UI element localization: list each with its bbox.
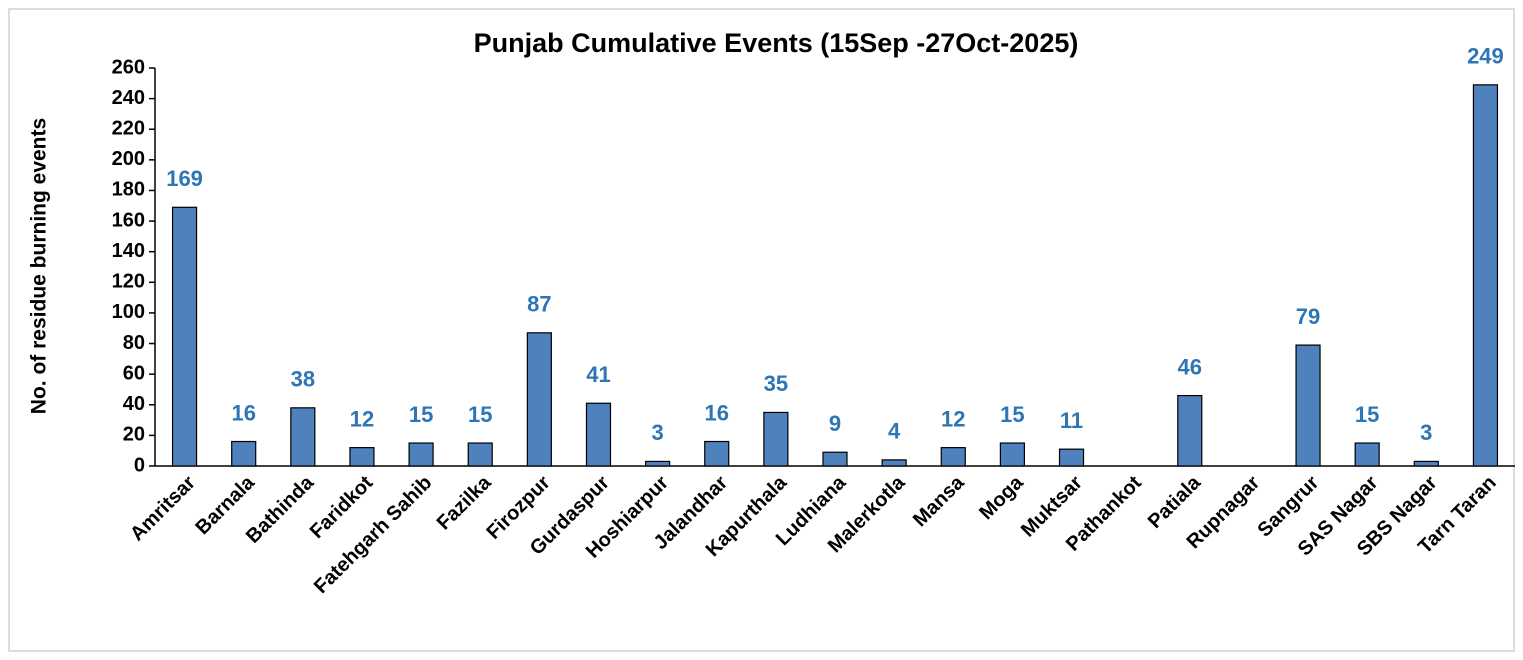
data-label: 3 bbox=[651, 420, 663, 445]
data-label: 15 bbox=[1000, 402, 1024, 427]
y-tick-label: 60 bbox=[123, 362, 145, 384]
bar bbox=[1295, 344, 1321, 467]
data-label: 16 bbox=[704, 400, 728, 425]
data-label: 35 bbox=[764, 371, 788, 396]
y-tick-label: 140 bbox=[112, 240, 145, 262]
data-label: 4 bbox=[888, 419, 901, 444]
bar bbox=[763, 411, 789, 467]
data-label: 16 bbox=[231, 400, 255, 425]
bar bbox=[999, 442, 1025, 467]
y-tick-label: 20 bbox=[123, 424, 145, 446]
bar bbox=[231, 440, 257, 467]
y-tick-label: 120 bbox=[112, 271, 145, 293]
y-tick-label: 0 bbox=[134, 454, 145, 476]
bar bbox=[704, 440, 730, 467]
bar bbox=[940, 447, 966, 467]
bar bbox=[467, 442, 493, 467]
data-label: 46 bbox=[1178, 354, 1202, 379]
data-label: 12 bbox=[350, 406, 374, 431]
data-label: 169 bbox=[166, 166, 203, 191]
data-label: 38 bbox=[291, 367, 315, 392]
y-tick-label: 100 bbox=[112, 301, 145, 323]
bar bbox=[526, 332, 552, 467]
bar bbox=[1058, 448, 1085, 467]
data-label: 87 bbox=[527, 292, 551, 317]
bar bbox=[1413, 460, 1439, 467]
data-label: 9 bbox=[829, 411, 841, 436]
y-tick-label: 200 bbox=[112, 148, 145, 170]
data-label: 79 bbox=[1296, 304, 1320, 329]
data-label: 15 bbox=[468, 402, 492, 427]
bar bbox=[349, 447, 375, 467]
bar bbox=[1472, 84, 1499, 467]
data-label: 3 bbox=[1420, 420, 1432, 445]
bar bbox=[290, 407, 316, 467]
bar bbox=[1177, 394, 1203, 467]
bar bbox=[645, 460, 671, 467]
bar bbox=[822, 451, 848, 467]
chart-border bbox=[8, 8, 1515, 652]
y-tick-label: 40 bbox=[123, 393, 145, 415]
bar bbox=[881, 459, 907, 467]
y-axis-label: No. of residue burning events bbox=[28, 118, 51, 414]
bar bbox=[408, 442, 434, 467]
bar bbox=[585, 402, 612, 467]
data-label: 249 bbox=[1467, 44, 1504, 69]
y-tick-label: 240 bbox=[112, 87, 145, 109]
y-tick-label: 260 bbox=[112, 56, 145, 78]
data-label: 11 bbox=[1060, 408, 1083, 433]
data-label: 12 bbox=[941, 406, 965, 431]
bar bbox=[1354, 442, 1380, 467]
bar bbox=[171, 206, 198, 467]
y-tick-label: 180 bbox=[112, 179, 145, 201]
chart-title: Punjab Cumulative Events (15Sep -27Oct-2… bbox=[474, 28, 1079, 58]
y-tick-label: 160 bbox=[112, 209, 145, 231]
data-label: 15 bbox=[409, 402, 433, 427]
y-tick-label: 80 bbox=[123, 332, 145, 354]
data-label: 15 bbox=[1355, 402, 1379, 427]
data-label: 41 bbox=[586, 362, 610, 387]
y-tick-label: 220 bbox=[112, 118, 145, 140]
